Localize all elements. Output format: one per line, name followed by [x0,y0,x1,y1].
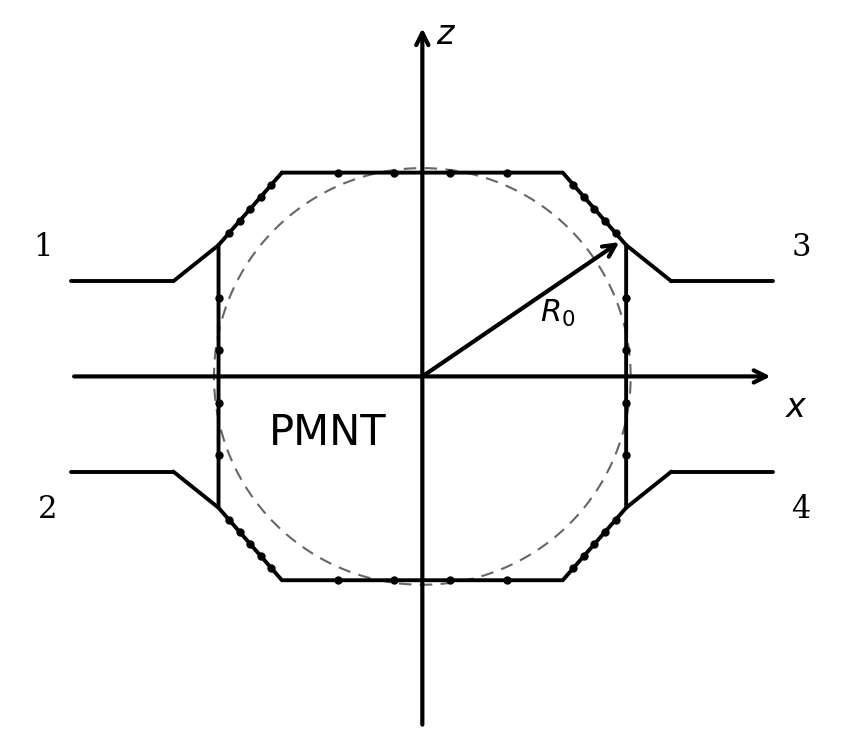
Text: PMNT: PMNT [269,412,386,454]
Text: 4: 4 [792,495,811,525]
Text: $x$: $x$ [785,392,807,425]
Text: 2: 2 [39,495,57,525]
Text: $R_0$: $R_0$ [540,298,575,329]
Text: 1: 1 [33,232,53,263]
Text: $z$: $z$ [436,18,456,51]
Text: 3: 3 [792,232,811,263]
